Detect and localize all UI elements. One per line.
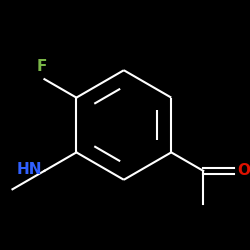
Text: O: O — [238, 163, 250, 178]
Text: HN: HN — [16, 162, 42, 177]
Text: F: F — [37, 59, 47, 74]
